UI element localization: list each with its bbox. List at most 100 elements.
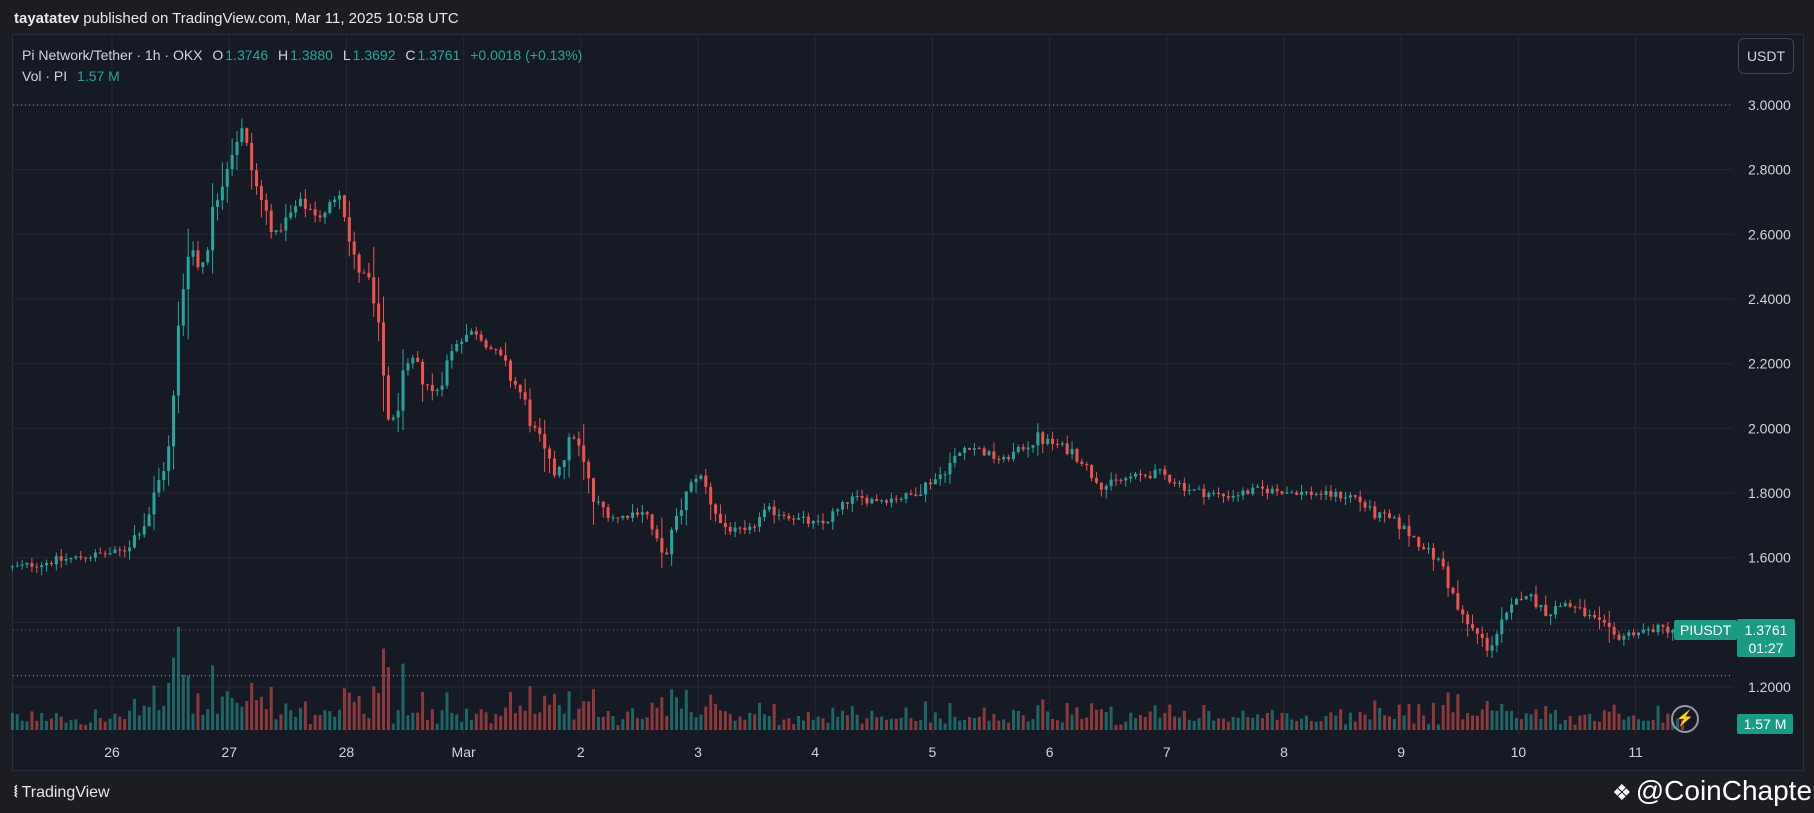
candle-body [1461,609,1465,615]
candle-body [416,357,420,362]
candle-body [1060,443,1064,445]
candle-body [884,500,888,503]
candle-body [1236,495,1240,497]
candle-body [54,556,58,565]
volume-bar [562,713,566,730]
candle-body [1124,478,1128,481]
candle-body [1080,461,1084,465]
volume-bar [274,719,278,730]
volume-bar [1622,719,1626,730]
candle-body [738,527,742,529]
candle-body [1651,629,1655,633]
volume-bar [474,713,478,730]
volume-bar [977,716,981,730]
volume-bar [1505,710,1509,730]
candle-body [465,334,469,342]
candle-body [303,198,307,209]
volume-bar [953,716,957,730]
volume-bar [1251,717,1255,730]
candle-body [1109,479,1113,487]
volume-bar [1387,716,1391,730]
candle-body [538,427,542,435]
volume-bar [1446,692,1450,730]
candle-body [1641,629,1645,633]
candle-body [1617,634,1621,640]
candle-body [924,482,928,495]
volume-bar [196,693,200,730]
lightning-icon[interactable]: ⚡ [1671,705,1699,733]
volume-bar [1588,713,1592,730]
volume-bar [1168,704,1172,730]
candle-body [562,460,566,467]
volume-bar [1143,717,1147,730]
volume-bar [1539,718,1543,730]
candle-body [850,496,854,504]
volume-bar [904,707,908,730]
candle-body [577,438,581,446]
tradingview-logo[interactable]: ⧙ TradingView [14,782,110,802]
candle-body [396,410,400,418]
candle-body [1065,443,1069,455]
volume-bar [1641,720,1645,730]
volume-bar [1256,714,1260,730]
candle-body [1607,622,1611,627]
candle-body [870,499,874,504]
candle-body [196,250,200,268]
volume-bar [1524,713,1528,730]
volume-bar [1402,715,1406,730]
chart-panel[interactable] [12,34,1804,771]
volume-bar [689,712,693,730]
candle-body [74,556,78,558]
candle-body [1285,492,1289,494]
change-value: +0.0018 (+0.13%) [470,47,583,63]
candle-body [372,277,376,304]
volume-bar [884,719,888,730]
candle-body [1529,594,1533,597]
volume-bar [1529,714,1533,730]
author-name[interactable]: tayatatev [14,10,80,27]
volume-bar [1422,715,1426,730]
symbol-title[interactable]: Pi Network/Tether · 1h · OKX [22,47,203,63]
volume-bar [152,685,156,730]
volume-label[interactable]: Vol · PI [22,68,68,84]
candle-body [176,325,180,396]
candle-body [93,552,97,558]
candle-body [919,494,923,496]
volume-bar [1314,721,1318,730]
candle-body [963,448,967,453]
volume-bar [1407,703,1411,730]
volume-bar [1456,694,1460,730]
volume-bar [1339,709,1343,730]
volume-bar [220,696,224,730]
volume-bar [733,720,737,730]
candle-body [1612,626,1616,635]
candle-body [1368,506,1372,508]
volume-bar [269,686,273,730]
candle-body [552,458,556,476]
volume-bar [303,701,307,730]
candle-body [1011,451,1015,460]
candle-body [59,556,63,561]
candle-body [1148,475,1152,479]
candle-body [1383,512,1387,514]
volume-bar [972,718,976,730]
y-tick-label: 2.4000 [1748,291,1791,307]
volume-bar [1060,722,1064,730]
volume-bar [1182,710,1186,730]
volume-bar [206,709,210,730]
currency-unit-button[interactable]: USDT [1738,38,1794,74]
candle-body [1344,497,1348,499]
high-label: H [278,47,289,63]
volume-bar [298,708,302,730]
volume-bar [958,720,962,730]
candle-body [318,215,322,218]
volume-bar [1075,707,1079,730]
candle-body [1597,617,1601,620]
volume-bar [240,706,244,730]
candle-body [1104,486,1108,490]
candle-body [933,479,937,485]
volume-bar [694,717,698,730]
candle-body [1138,473,1142,475]
volume-bar [1573,724,1577,730]
